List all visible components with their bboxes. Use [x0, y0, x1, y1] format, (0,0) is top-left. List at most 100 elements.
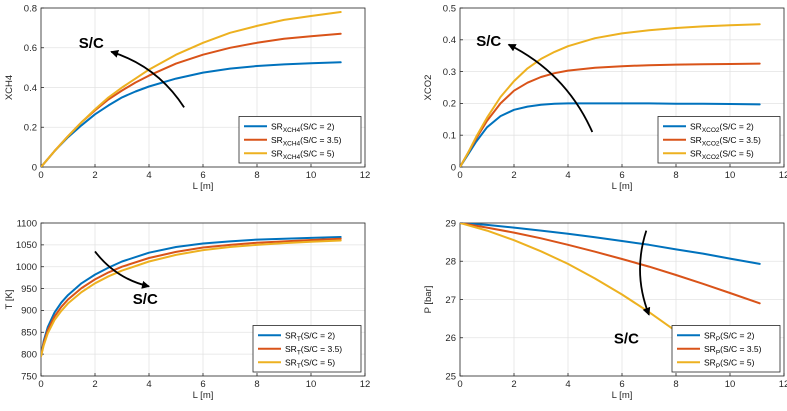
sc-annotation-label: S/C [476, 33, 501, 50]
legend-entry-3: SRP(S/C = 5) [704, 357, 755, 370]
y-tick-label: 1100 [17, 218, 37, 229]
legend-base: SR [271, 148, 283, 158]
y-axis-label: XCH4 [4, 75, 15, 100]
y-tick-label: 0.2 [443, 99, 456, 110]
legend-subscript: XCH4 [283, 140, 301, 147]
sc-arrow [507, 43, 594, 133]
x-tick-label: 0 [38, 170, 43, 181]
legend-rest: (S/C = 5) [300, 148, 334, 158]
series-line-2 [41, 237, 342, 358]
legend-base: SR [704, 357, 716, 367]
x-tick-label: 0 [38, 379, 43, 390]
series-line-3 [460, 23, 761, 167]
legend-base: SR [690, 135, 702, 145]
x-tick-label: 10 [725, 379, 736, 390]
legend-entry-1: SRXCH4(S/C = 2) [271, 121, 335, 134]
legend-entry-3: SRXCH4(S/C = 5) [271, 148, 335, 161]
x-tick-label: 8 [673, 379, 678, 390]
legend-subscript: XCO2 [702, 140, 720, 147]
series-line-1 [460, 223, 761, 265]
legend: SRT(S/C = 2)SRT(S/C = 3.5)SRT(S/C = 5) [252, 325, 362, 373]
legend-base: SR [285, 330, 297, 340]
y-tick-label: 0.2 [24, 123, 37, 134]
chart-panel-temperature: 0 2 4 6 8 10 12 750 800 850 900 950 1000 1050 1100 L [m… [4, 218, 370, 401]
series-group [41, 236, 342, 358]
series-line-1 [460, 102, 761, 167]
y-tick-label: 850 [21, 328, 37, 339]
series-line-2 [460, 223, 761, 305]
y-tick-label: 27 [445, 295, 456, 306]
y-tick-label: 0.8 [24, 3, 37, 14]
legend-subscript: XCO2 [702, 154, 720, 161]
x-tick-label: 0 [457, 379, 462, 390]
legend-base: SR [704, 330, 716, 340]
x-axis-label: L [m] [612, 181, 633, 192]
legend-subscript: XCO2 [702, 127, 720, 134]
x-tick-label: 12 [779, 170, 787, 181]
y-tick-label: 26 [445, 333, 456, 344]
legend-rest: (S/C = 2) [300, 121, 334, 131]
legend-base: SR [690, 148, 702, 158]
legend-subscript: T [297, 349, 301, 356]
legend-entry-2: SRT(S/C = 3.5) [285, 344, 342, 357]
legend-subscript: P [716, 336, 720, 343]
legend-entry-3: SRXCO2(S/C = 5) [690, 148, 754, 161]
series-group [41, 11, 342, 167]
y-tick-label: 28 [445, 257, 456, 268]
legend-rest: (S/C = 5) [301, 357, 335, 367]
legend-rest: (S/C = 3.5) [720, 344, 762, 354]
x-tick-label: 12 [779, 379, 787, 390]
y-tick-label: 1050 [16, 240, 37, 251]
x-tick-label: 6 [619, 379, 624, 390]
y-axis-label: P [bar] [423, 286, 434, 314]
x-axis-label: L [m] [193, 181, 214, 192]
y-tick-label: 0.6 [24, 43, 37, 54]
legend-subscript: P [716, 363, 720, 370]
y-tick-label: 1000 [16, 262, 37, 273]
y-tick-label: 0.1 [443, 131, 456, 142]
series-line-3 [41, 11, 342, 167]
sc-annotation-label: S/C [614, 330, 639, 347]
sc-arrow [110, 50, 185, 108]
y-tick-label: 0.3 [443, 67, 456, 78]
y-axis-label: XCO2 [423, 75, 434, 101]
legend-base: SR [285, 357, 297, 367]
legend-base: SR [704, 344, 716, 354]
legend-subscript: T [297, 336, 301, 343]
legend: SRXCH4(S/C = 2)SRXCH4(S/C = 3.5)SRXCH4(S… [238, 116, 362, 164]
legend-subscript: T [297, 363, 301, 370]
x-axis-label: L [m] [612, 390, 633, 401]
legend-rest: (S/C = 5) [720, 148, 754, 158]
legend-rest: (S/C = 2) [720, 121, 754, 131]
series-group [460, 23, 761, 167]
x-axis-label: L [m] [193, 390, 214, 401]
legend-entry-2: SRXCO2(S/C = 3.5) [690, 135, 761, 148]
y-tick-label: 950 [21, 284, 37, 295]
x-tick-label: 4 [565, 170, 570, 181]
legend-rest: (S/C = 3.5) [720, 135, 762, 145]
legend-entry-1: SRXCO2(S/C = 2) [690, 121, 754, 134]
x-tick-label: 10 [306, 379, 317, 390]
y-tick-label: 800 [21, 349, 37, 360]
y-tick-label: 750 [21, 371, 37, 382]
y-tick-label: 900 [21, 306, 37, 317]
legend-entry-3: SRT(S/C = 5) [285, 357, 335, 370]
legend-base: SR [271, 121, 283, 131]
y-axis-label: T [K] [4, 290, 15, 310]
y-tick-label: 0 [32, 162, 37, 173]
x-tick-label: 6 [200, 170, 205, 181]
legend: SRP(S/C = 2)SRP(S/C = 3.5)SRP(S/C = 5) [671, 325, 781, 373]
x-tick-label: 0 [457, 170, 462, 181]
series-line-1 [41, 236, 342, 358]
x-tick-label: 4 [565, 379, 570, 390]
legend-entry-1: SRT(S/C = 2) [285, 330, 335, 343]
sc-annotation-label: S/C [133, 291, 158, 308]
x-tick-label: 12 [360, 379, 371, 390]
x-tick-label: 10 [306, 170, 317, 181]
x-tick-label: 6 [619, 170, 624, 181]
legend-entry-1: SRP(S/C = 2) [704, 330, 755, 343]
series-line-3 [460, 223, 694, 345]
legend-subscript: P [716, 349, 720, 356]
y-tick-label: 25 [445, 371, 456, 382]
